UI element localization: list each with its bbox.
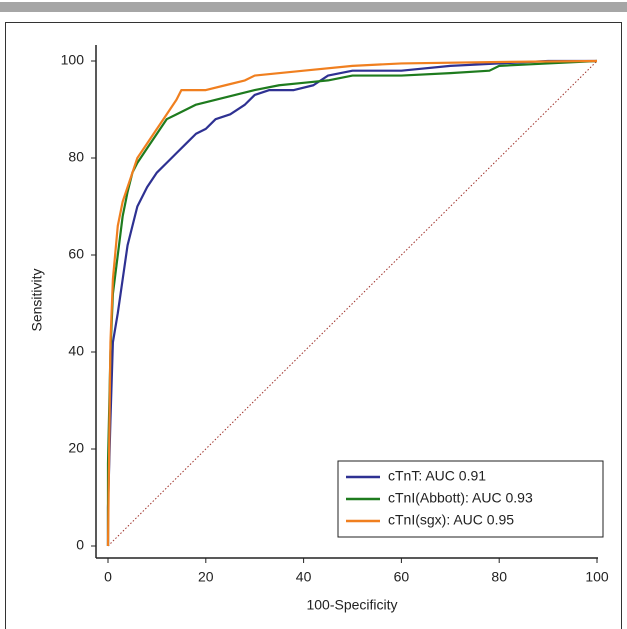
y-tick-label: 0 [76,537,84,553]
roc-curve [106,59,597,546]
x-tick-label: 40 [296,569,312,585]
legend-label: cTnT: AUC 0.91 [388,468,486,484]
x-tick-label: 100 [585,569,609,585]
frame [5,22,622,629]
y-tick-label: 80 [68,149,84,165]
y-axis-label: Sensitivity [29,268,45,331]
y-tick-label: 60 [68,246,84,262]
legend-label: cTnI(Abbott): AUC 0.93 [388,490,533,506]
reference-line [107,60,598,547]
y-tick-label: 20 [68,440,84,456]
legend-label: cTnI(sgx): AUC 0.95 [388,512,514,528]
roc-curve [106,59,598,547]
x-tick-label: 80 [491,569,507,585]
x-tick-label: 20 [198,569,214,585]
legend-box [337,460,604,538]
top-bar [0,2,627,12]
x-tick-label: 60 [394,569,410,585]
roc-curve [106,59,598,546]
y-tick-label: 40 [68,343,84,359]
x-tick-label: 0 [104,569,112,585]
x-axis-label: 100-Specificity [306,597,397,613]
y-tick-label: 100 [61,52,85,68]
